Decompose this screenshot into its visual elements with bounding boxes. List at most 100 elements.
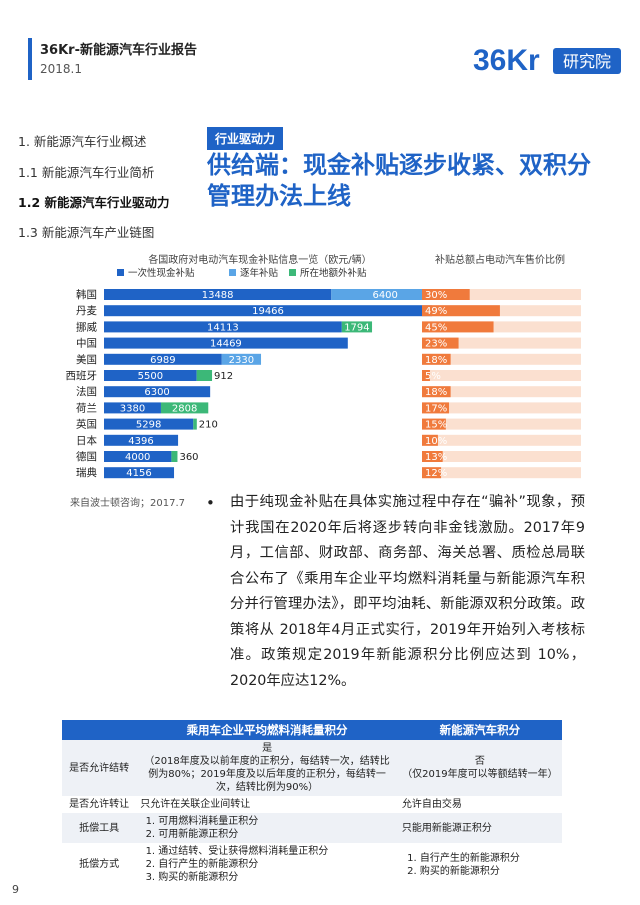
pct-bar [422,418,446,430]
pct-bar [422,321,494,333]
list-item: 通过结转、受让获得燃料消耗量正积分 [158,845,394,858]
pct-bar-track [422,467,581,479]
data-label: 5500 [138,371,163,382]
row-cell: 只能用新能源正积分 [397,813,562,843]
category-label: 丹麦 [76,305,97,317]
bar-segment [104,353,222,365]
bar-segment [104,402,161,414]
legend-swatch [289,269,296,276]
table-row: 是否允许结转 是 （2018年度及以前年度的正积分，每结转一次，结转比例为80%… [62,740,562,796]
pct-label: 18% [425,355,447,366]
36kr-logo: 36Kr 研究院 [473,40,623,80]
data-label: 2330 [229,355,254,366]
pct-bar-track [422,386,581,398]
chart-source: 来自波士顿咨询；2017.7 [70,498,185,509]
body-paragraph: 由于纯现金补贴在具体实施过程中存在“骗补”现象，预计我国在2020年后将逐步转向… [230,494,585,689]
nav-item-chain[interactable]: 1.3 新能源汽车产业链图 [18,225,155,240]
data-label: 14469 [210,339,242,350]
section-tag: 行业驱动力 [207,127,284,150]
chart2-title: 补贴总额占电动汽车售价比例 [435,254,565,266]
row-label: 抵偿方式 [62,843,137,886]
table-row: 是否允许转让 只允许在关联企业间转让 允许自由交易 [62,796,562,813]
nav-item-overview[interactable]: 1. 新能源汽车行业概述 [18,134,147,149]
bar-segment [104,451,172,462]
report-date: 2018.1 [40,62,82,76]
page-number: 9 [12,883,19,896]
list-item: 自行产生的新能源积分 [420,852,558,865]
data-label: 4396 [128,436,153,447]
list-item: 购买的新能源积分 [420,865,558,878]
pct-label: 45% [425,322,447,333]
pct-label: 17% [425,403,447,414]
bar-segment [171,451,178,462]
pct-bar-track [422,321,581,333]
list-item: 可用燃料消耗量正积分 [158,815,394,828]
pct-bar [422,402,450,414]
pct-bar [422,370,430,381]
pct-bar-track [422,418,581,430]
bar-segment [193,418,197,430]
row-label: 是否允许结转 [62,740,137,796]
legend-swatch [117,269,124,276]
pct-bar [422,451,443,462]
logo-mark: 36Kr [473,44,540,77]
category-label: 日本 [76,434,97,447]
pct-bar [422,467,442,479]
data-label: 912 [214,371,233,382]
pct-bar-track [422,337,581,349]
nav-item-drivers[interactable]: 1.2 新能源汽车行业驱动力 [18,195,170,210]
credit-comparison-table: 乘用车企业平均燃料消耗量积分 新能源汽车积分 是否允许结转 是 （2018年度及… [62,720,562,886]
bar-segment [221,353,262,365]
pct-bar-track [422,289,581,300]
pct-label: 15% [425,420,447,431]
row-cell: 否 （仅2019年度可以等额结转一年） [397,740,562,796]
pct-bar [422,353,451,365]
list-item: 可用新能源正积分 [158,828,394,841]
table-header-fuel-credit: 乘用车企业平均燃料消耗量积分 [136,720,398,740]
header-accent-bar [28,38,32,80]
row-label: 是否允许转让 [62,796,137,813]
data-label: 210 [199,420,218,431]
subsidy-charts: 各国政府对电动汽车现金补贴信息一览（欧元/辆） 一次性现金补贴 逐年补贴 所在地额外补… [55,253,585,484]
bar-segment [104,418,194,430]
pct-label: 13% [425,452,447,463]
pct-bar [422,305,500,317]
legend-swatch [229,269,236,276]
pct-label: 18% [425,387,447,398]
pct-bar [422,386,451,398]
pct-bar [422,434,438,446]
category-label: 荷兰 [76,401,97,414]
data-label: 5298 [136,420,161,431]
data-label: 6400 [372,290,397,301]
bar-segment [196,370,213,381]
row-cell: 是 （2018年度及以前年度的正积分，每结转一次，结转比例为80%；2019年度… [136,740,398,796]
category-label: 西班牙 [66,370,98,382]
data-label: 6989 [150,355,175,366]
pct-bar [422,337,459,349]
category-label: 瑞典 [76,466,97,479]
pct-label: 12% [425,468,447,479]
category-label: 法国 [76,385,97,398]
table-header-nev-credit: 新能源汽车积分 [397,720,562,740]
bar-segment [331,289,440,300]
pct-bar-track [422,451,581,462]
row-cell: 通过结转、受让获得燃料消耗量正积分 自行产生的新能源积分 购买的新能源积分 [136,843,398,886]
category-label: 韩国 [76,288,97,301]
bar-segment [104,434,179,446]
pct-bar [422,289,470,300]
row-cell: 允许自由交易 [397,796,562,813]
data-label: 13488 [202,290,234,301]
table-header-empty [62,720,137,740]
bar-segment [104,321,342,333]
logo-text: 研究院 [563,52,611,71]
data-label: 4000 [125,452,150,463]
pct-label: 5% [425,371,441,382]
bar-segment [341,321,373,333]
bullet-icon: • [206,494,215,512]
bar-segment [160,402,209,414]
row-label: 抵偿工具 [62,813,137,843]
nav-item-analysis[interactable]: 1.1 新能源汽车行业简析 [18,165,155,180]
category-label: 美国 [76,353,97,366]
category-label: 中国 [76,337,97,350]
row-cell: 自行产生的新能源积分 购买的新能源积分 [397,843,562,886]
